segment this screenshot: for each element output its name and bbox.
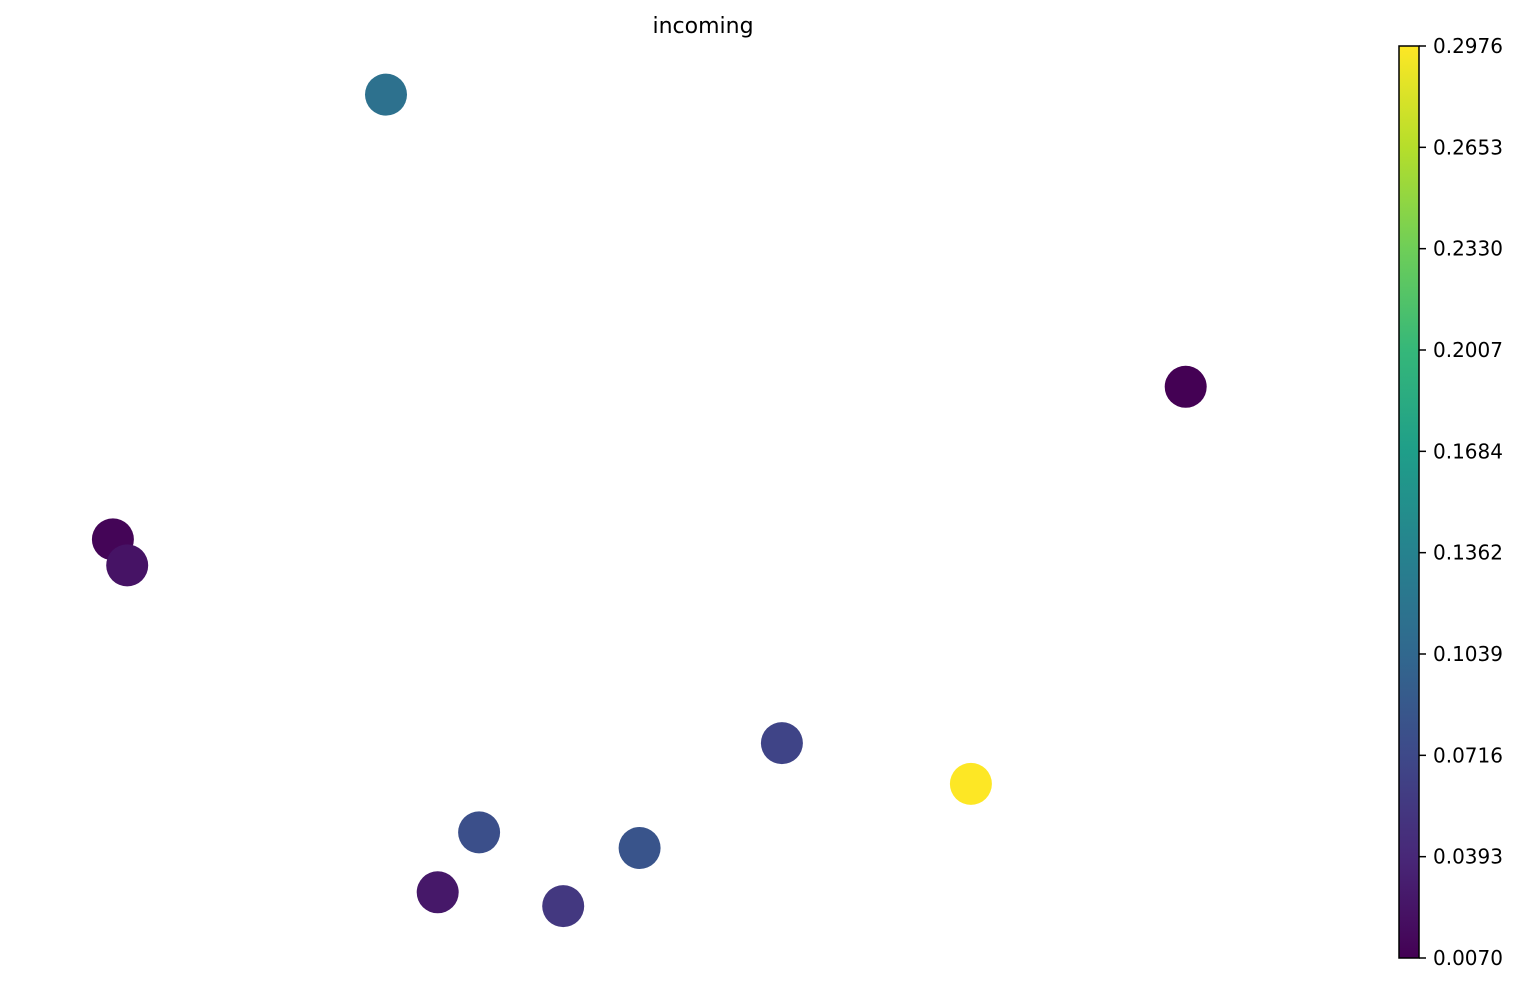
colorbar-tick-label-3: 0.0716 <box>1433 743 1503 767</box>
colorbar-tick-label-4: 0.1039 <box>1433 642 1503 666</box>
colorbar-tick-label-7: 0.2007 <box>1433 338 1503 362</box>
colorbar-gradient <box>1399 46 1419 958</box>
scatter-point-5 <box>760 722 803 765</box>
colorbar-frame <box>1398 45 1420 959</box>
scatter-point-1 <box>365 73 407 116</box>
colorbar-tick-label-6: 0.1684 <box>1433 439 1503 463</box>
colorbar-tick-label-5: 0.1362 <box>1433 541 1503 565</box>
scatter-point-10 <box>542 885 585 928</box>
colorbar-tick-label-9: 0.2653 <box>1433 135 1503 159</box>
points-layer <box>91 73 1207 928</box>
scatter-point-6 <box>949 762 992 805</box>
colorbar-ticks: 0.0070 0.0393 0.0716 0.1039 0.1362 0.1684 0.20… <box>1419 34 1503 970</box>
scatter-point-2 <box>1164 365 1207 408</box>
scatter-point-8 <box>618 827 661 869</box>
colorbar-tick-label-8: 0.2330 <box>1433 237 1503 261</box>
scatter-point-9 <box>416 871 459 914</box>
colorbar-tick-label-1: 0.0070 <box>1433 946 1503 970</box>
colorbar-tick-label-10: 0.2976 <box>1433 34 1503 58</box>
chart-title: incoming <box>652 14 753 39</box>
scatter-point-4 <box>106 544 149 587</box>
colorbar: 0.0070 0.0393 0.0716 0.1039 0.1362 0.1684 0.20… <box>1398 34 1503 970</box>
colorbar-tick-label-2: 0.0393 <box>1433 845 1503 869</box>
scatter-point-7 <box>458 811 501 854</box>
